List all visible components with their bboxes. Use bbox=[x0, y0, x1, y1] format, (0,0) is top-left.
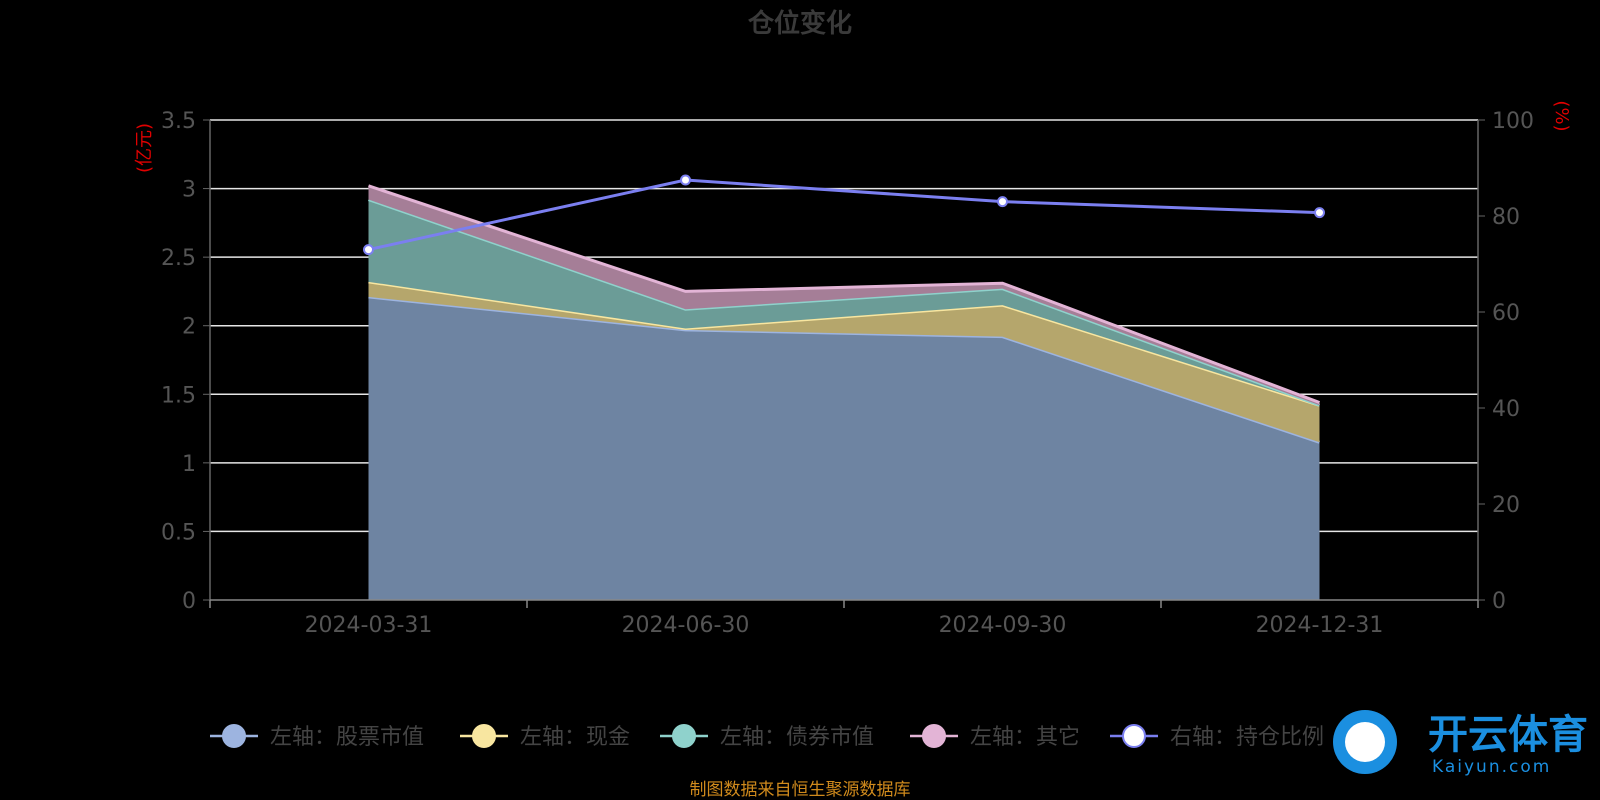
x-axis-tick-label: 2024-09-30 bbox=[939, 613, 1067, 638]
left-axis-tick-label: 1.5 bbox=[161, 383, 196, 408]
left-axis-unit: (亿元) bbox=[134, 123, 155, 173]
watermark-brand: 开云体育 bbox=[1428, 712, 1588, 758]
watermark-logo: 开云体育 Kaiyun.com bbox=[1333, 710, 1588, 777]
legend-marker bbox=[922, 724, 946, 748]
area-line-3 bbox=[368, 184, 1321, 404]
ratio-point bbox=[997, 196, 1008, 208]
legend-marker bbox=[672, 724, 696, 748]
ratio-point bbox=[363, 244, 374, 256]
ratio-line bbox=[368, 178, 1320, 252]
legend-label: 右轴：持仓比例 bbox=[1170, 725, 1324, 750]
left-axis-tick-label: 0.5 bbox=[161, 520, 196, 545]
right-axis-tick-label: 40 bbox=[1492, 397, 1520, 422]
legend-marker bbox=[472, 724, 496, 748]
right-axis-tick-label: 80 bbox=[1492, 205, 1520, 230]
axes: 0 0.5 1 1.5 2 2.5 3 3.5 0 20 40 60 80 100 2024-03-31 20… bbox=[161, 109, 1534, 638]
right-axis-tick-label: 100 bbox=[1492, 109, 1534, 134]
legend-label: 左轴：债券市值 bbox=[720, 725, 874, 750]
position-ratio-line bbox=[363, 174, 1325, 256]
x-axis-tick-label: 2024-06-30 bbox=[622, 613, 750, 638]
left-axis-tick-label: 2 bbox=[182, 315, 196, 340]
x-axis-tick-label: 2024-12-31 bbox=[1256, 613, 1384, 638]
area-band-1 bbox=[368, 281, 1320, 443]
legend-label: 左轴：现金 bbox=[520, 725, 630, 750]
area-band-2 bbox=[368, 199, 1320, 406]
right-axis-tick-label: 0 bbox=[1492, 589, 1506, 614]
stacked-areas bbox=[368, 184, 1321, 600]
ratio-point bbox=[1314, 207, 1325, 219]
left-axis-tick-label: 1 bbox=[182, 452, 196, 477]
area-line-0 bbox=[368, 295, 1320, 444]
area-band-3 bbox=[368, 185, 1320, 406]
legend-marker bbox=[222, 724, 246, 748]
chart-title: 仓位变化 bbox=[747, 8, 852, 39]
legend-marker bbox=[1122, 724, 1146, 748]
left-axis-tick-label: 0 bbox=[182, 589, 196, 614]
right-axis-tick-label: 60 bbox=[1492, 301, 1520, 326]
right-axis-unit: (%) bbox=[1551, 100, 1572, 131]
area-band-0 bbox=[368, 296, 1320, 600]
x-axis-tick-label: 2024-03-31 bbox=[305, 613, 433, 638]
watermark-site: Kaiyun.com bbox=[1432, 757, 1551, 777]
legend: 左轴：股票市值 左轴：现金 左轴：债券市值 左轴：其它 右轴：持仓比例 bbox=[210, 724, 1324, 750]
right-axis-tick-label: 20 bbox=[1492, 493, 1520, 518]
ratio-point bbox=[680, 174, 691, 186]
left-axis-tick-label: 3.5 bbox=[161, 109, 196, 134]
left-axis-tick-label: 3 bbox=[182, 178, 196, 203]
data-source-note: 制图数据来自恒生聚源数据库 bbox=[690, 780, 911, 800]
left-axis-tick-label: 2.5 bbox=[161, 246, 196, 271]
legend-label: 左轴：股票市值 bbox=[270, 725, 424, 750]
watermark-ball-inner bbox=[1345, 722, 1385, 762]
legend-label: 左轴：其它 bbox=[970, 725, 1080, 750]
